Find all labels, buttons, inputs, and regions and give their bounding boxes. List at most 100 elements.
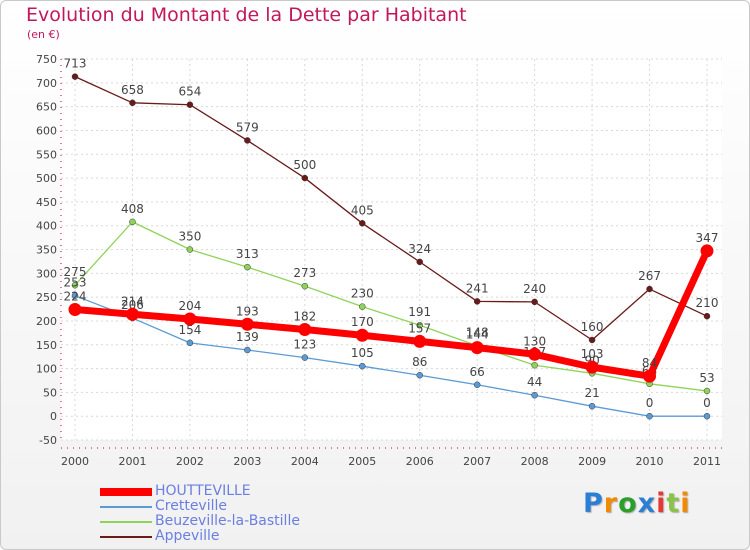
data-label-appeville: 324 [408,242,431,256]
data-label-beuzeville-la-bastille: 313 [236,247,259,261]
data-label-cretteville: 0 [703,396,711,410]
data-point-houtteville [298,323,312,337]
data-label-cretteville: 86 [412,355,427,369]
data-label-houtteville: 84 [642,356,657,370]
data-point-cretteville [588,402,596,410]
data-point-houtteville [355,328,369,342]
y-tick-label: 600 [36,124,57,137]
data-point-appeville [588,336,596,344]
legend-item: HOUTTEVILLE [100,484,300,499]
legend-swatch [100,535,152,538]
series-line-cretteville [74,295,708,417]
series-line-appeville [74,75,708,341]
data-point-cretteville [416,371,423,379]
data-point-houtteville [700,244,714,258]
y-tick-label: 200 [36,315,57,328]
data-label-beuzeville-la-bastille: 408 [121,202,144,216]
logo-letter: r [603,488,619,519]
legend-item: Beuzeville-la-Bastille [100,514,300,529]
legend-swatch [100,520,152,523]
data-point-appeville [244,137,251,144]
legend-label: Beuzeville-la-Bastille [155,513,300,529]
data-label-appeville: 241 [466,281,489,295]
data-point-houtteville [240,317,254,331]
data-label-beuzeville-la-bastille: 350 [178,230,201,244]
data-point-appeville [531,298,538,306]
data-label-houtteville: 182 [293,310,316,324]
y-tick-label: 750 [36,53,57,66]
data-label-appeville: 500 [293,158,316,172]
data-point-appeville [129,99,136,107]
data-label-cretteville: 206 [121,298,144,312]
data-label-appeville: 579 [236,120,259,134]
y-tick-label: 100 [36,363,57,376]
x-tick-label: 2011 [693,455,721,468]
series-line-houtteville [71,247,711,380]
data-point-houtteville [125,307,139,321]
data-label-houtteville: 170 [351,315,374,329]
data-point-houtteville [528,347,542,361]
data-point-cretteville [646,412,653,420]
data-label-cretteville: 21 [584,386,599,400]
data-label-houtteville: 103 [581,347,604,361]
legend-swatch [100,505,152,508]
data-label-beuzeville-la-bastille: 53 [699,371,714,385]
data-label-beuzeville-la-bastille: 273 [293,266,316,280]
series-line-beuzeville-la-bastille [74,221,708,392]
y-tick-label: 50 [43,386,57,399]
y-tick-label: -50 [39,434,57,447]
data-label-houtteville: 214 [121,294,144,308]
data-label-cretteville: 0 [646,396,654,410]
x-tick-label: 2007 [463,455,491,468]
legend-swatch [100,487,152,496]
data-point-houtteville [470,341,484,355]
logo-letter: P [583,488,604,519]
data-label-appeville: 654 [178,85,201,99]
data-point-appeville [416,258,423,266]
data-point-cretteville [703,412,711,420]
y-tick-label: 650 [36,101,57,114]
data-point-cretteville [244,346,251,354]
data-point-cretteville [359,362,366,370]
data-point-houtteville [585,360,599,374]
data-label-beuzeville-la-bastille: 230 [351,287,374,301]
data-point-houtteville [643,369,657,383]
proxiti-logo: Proxiti [583,488,691,519]
data-point-cretteville [531,391,538,399]
data-point-beuzeville-la-bastille [186,246,194,253]
x-tick-label: 2002 [176,455,204,468]
data-label-appeville: 210 [696,296,719,310]
data-point-beuzeville-la-bastille [301,282,309,290]
data-label-beuzeville-la-bastille: 148 [466,326,489,340]
data-point-appeville [359,220,366,227]
logo-letter: i [656,488,667,519]
data-point-appeville [473,298,481,305]
data-label-beuzeville-la-bastille: 275 [64,265,87,279]
y-tick-label: 550 [36,148,57,161]
x-tick-label: 2001 [118,455,146,468]
y-tick-label: 450 [36,196,57,209]
data-point-houtteville [413,334,427,348]
data-label-beuzeville-la-bastille: 191 [408,305,431,319]
data-label-houtteville: 204 [178,299,201,313]
data-label-cretteville: 154 [178,323,201,337]
data-label-houtteville: 130 [523,334,546,348]
data-label-appeville: 267 [638,269,661,283]
legend-label: Cretteville [155,498,227,514]
x-tick-label: 2000 [61,455,89,468]
data-label-houtteville: 144 [466,328,489,342]
data-point-appeville [703,312,711,320]
data-point-houtteville [183,312,197,326]
data-point-appeville [186,101,194,108]
chart-legend: HOUTTEVILLE Cretteville Beuzeville-la-Bast… [100,484,300,544]
data-point-appeville [646,285,653,293]
data-label-houtteville: 193 [236,304,259,318]
data-point-cretteville [301,354,309,361]
x-tick-label: 2005 [348,455,376,468]
data-label-cretteville: 66 [470,365,485,379]
logo-letter: i [680,488,691,519]
data-point-cretteville [71,292,79,299]
data-label-cretteville: 105 [351,346,374,360]
y-tick-label: 250 [36,291,57,304]
data-label-cretteville: 139 [236,330,259,344]
